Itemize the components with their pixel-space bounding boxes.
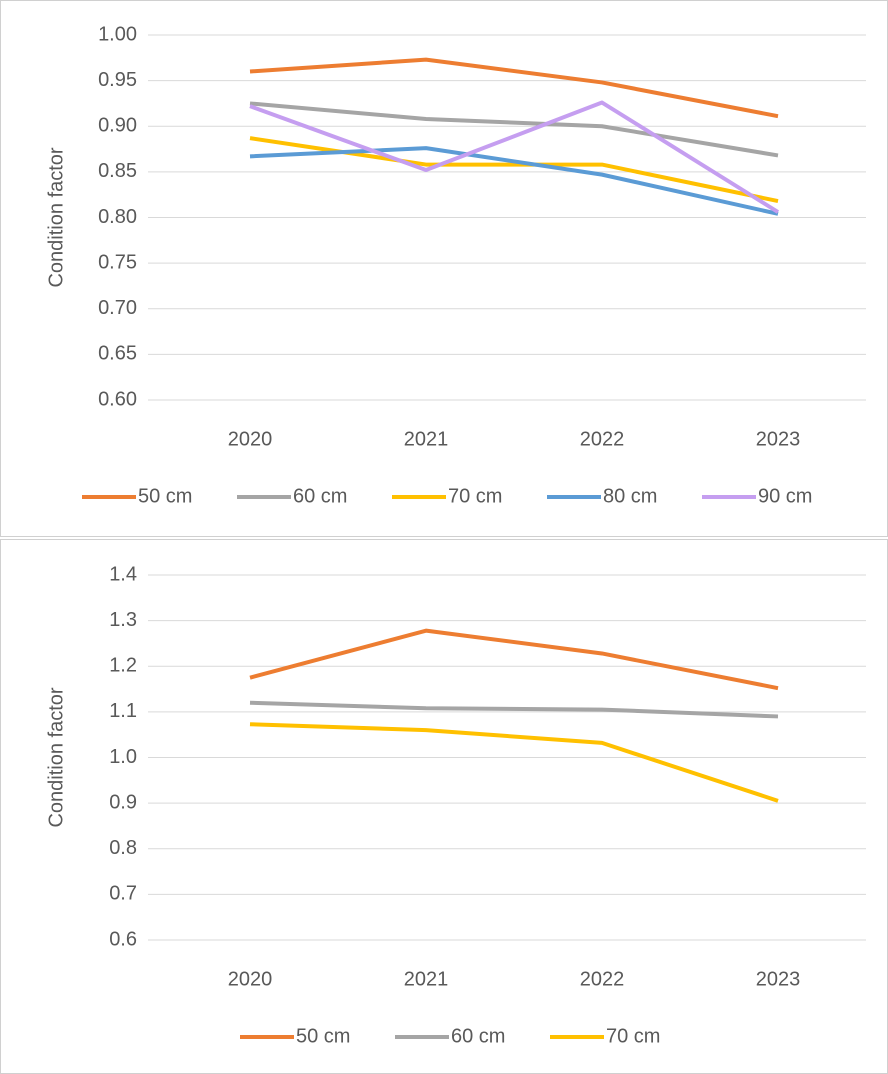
series-line [249, 57, 779, 119]
series-line [249, 146, 779, 216]
y-tick-label: 0.65 [98, 343, 137, 365]
y-tick-label: 0.6 [109, 928, 137, 950]
y-tick-label: 1.3 [109, 609, 137, 631]
y-axis-label: Condition factor [45, 147, 67, 287]
x-tick-label: 2021 [404, 428, 449, 450]
series-line [249, 100, 780, 214]
legend-label: 70 cm [448, 485, 502, 507]
y-tick-label: 0.60 [98, 388, 137, 410]
x-tick-label: 2021 [404, 968, 449, 990]
x-tick-label: 2020 [228, 428, 273, 450]
y-tick-label: 0.85 [98, 160, 137, 182]
y-tick-label: 1.0 [109, 746, 137, 768]
y-axis-label: Condition factor [45, 687, 67, 827]
legend-label: 60 cm [451, 1025, 505, 1047]
legend-label: 60 cm [293, 485, 347, 507]
series-line [249, 628, 779, 691]
y-tick-label: 0.75 [98, 251, 137, 273]
legend-label: 70 cm [606, 1025, 660, 1047]
legend-label: 90 cm [758, 485, 812, 507]
chart-frame [0, 539, 888, 1074]
y-tick-label: 1.2 [109, 655, 137, 677]
x-tick-label: 2022 [580, 968, 625, 990]
y-tick-label: 0.95 [98, 69, 137, 91]
y-tick-label: 0.7 [109, 883, 137, 905]
y-tick-label: 0.80 [98, 206, 137, 228]
series-line [249, 722, 779, 803]
y-tick-label: 1.1 [109, 700, 137, 722]
x-tick-label: 2022 [580, 428, 625, 450]
y-tick-label: 0.90 [98, 115, 137, 137]
series-line [249, 700, 779, 719]
legend-label: 50 cm [138, 485, 192, 507]
y-tick-label: 0.70 [98, 297, 137, 319]
series-line [249, 101, 779, 158]
chart-frame [0, 0, 888, 537]
legend-label: 80 cm [603, 485, 657, 507]
y-tick-label: 0.8 [109, 837, 137, 859]
y-tick-label: 0.9 [109, 791, 137, 813]
x-tick-label: 2023 [756, 428, 801, 450]
y-tick-label: 1.4 [109, 563, 137, 585]
legend-label: 50 cm [296, 1025, 350, 1047]
x-tick-label: 2020 [228, 968, 273, 990]
y-tick-label: 1.00 [98, 23, 137, 45]
x-tick-label: 2023 [756, 968, 801, 990]
